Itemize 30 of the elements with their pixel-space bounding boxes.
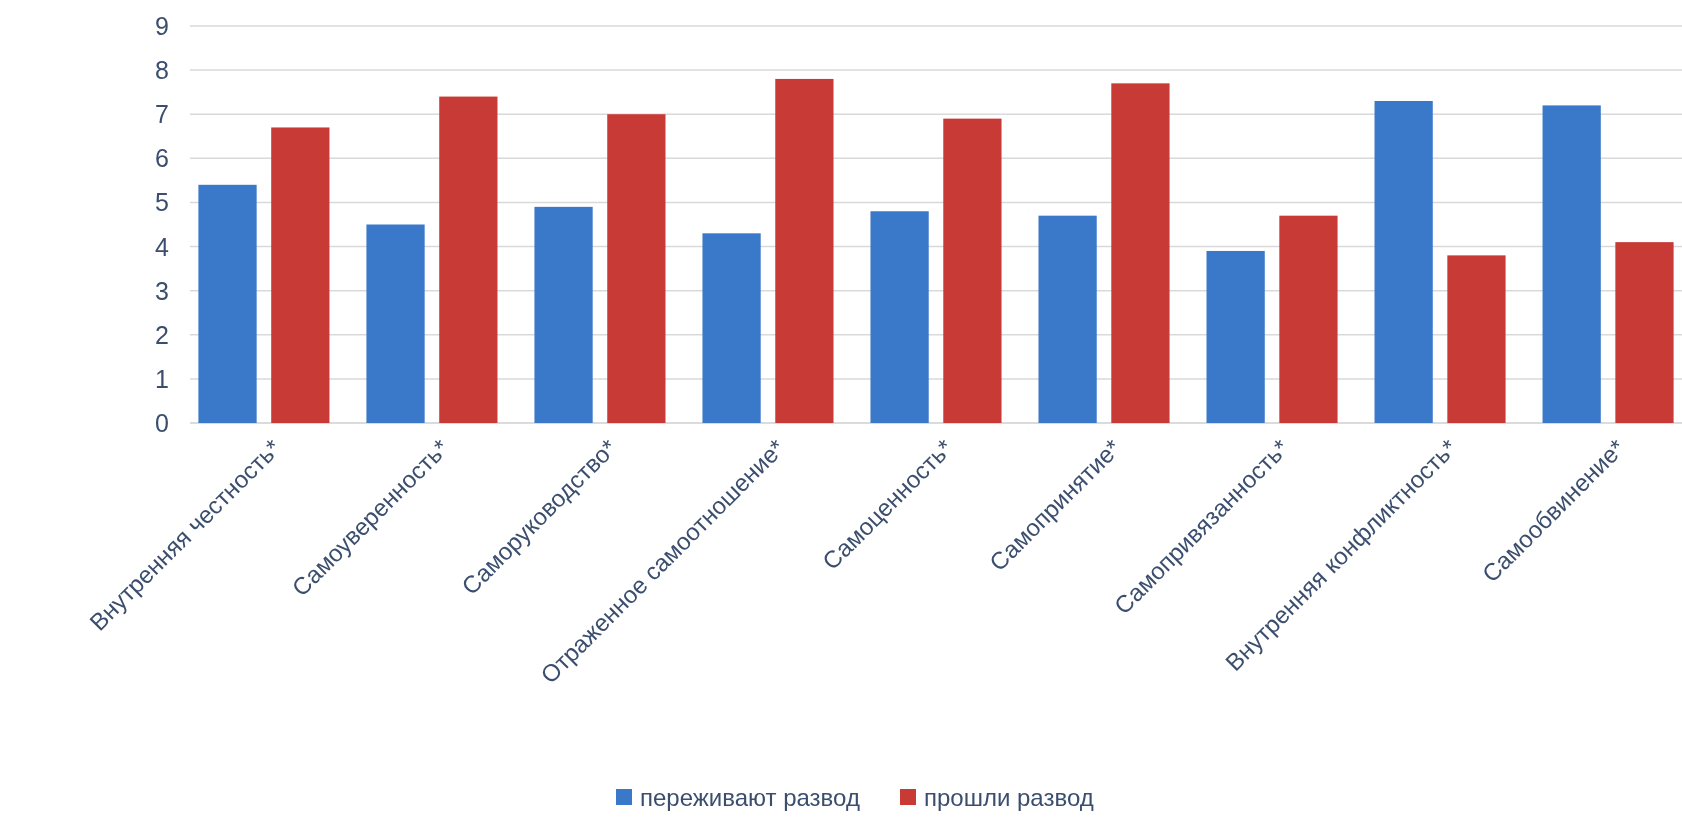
y-tick-label: 9 xyxy=(155,12,169,40)
bar xyxy=(366,224,425,423)
bar xyxy=(1542,105,1601,423)
y-tick-label: 7 xyxy=(155,100,169,129)
y-tick-label: 5 xyxy=(155,188,169,217)
bar xyxy=(198,184,257,423)
y-tick-label: 4 xyxy=(155,232,170,261)
bar xyxy=(870,211,929,423)
bar xyxy=(775,78,834,423)
bar xyxy=(439,96,498,423)
bar xyxy=(1615,242,1674,423)
bar xyxy=(1206,250,1265,423)
y-tick-label: 0 xyxy=(155,409,169,437)
bar xyxy=(1447,255,1506,423)
bar xyxy=(271,127,330,423)
bar xyxy=(534,206,593,423)
y-tick-label: 1 xyxy=(155,364,169,393)
bar xyxy=(702,233,761,423)
legend-label: переживают развод xyxy=(640,783,860,811)
bar xyxy=(1038,215,1097,423)
bar xyxy=(607,114,666,423)
bar xyxy=(1279,215,1338,423)
y-tick-label: 3 xyxy=(155,276,169,305)
bar xyxy=(1374,100,1433,423)
bar xyxy=(943,118,1002,423)
y-tick-label: 6 xyxy=(155,144,169,173)
y-tick-label: 2 xyxy=(155,320,169,349)
bar xyxy=(1111,83,1170,423)
y-tick-label: 8 xyxy=(155,56,169,85)
legend-label: прошли развод xyxy=(924,783,1094,811)
